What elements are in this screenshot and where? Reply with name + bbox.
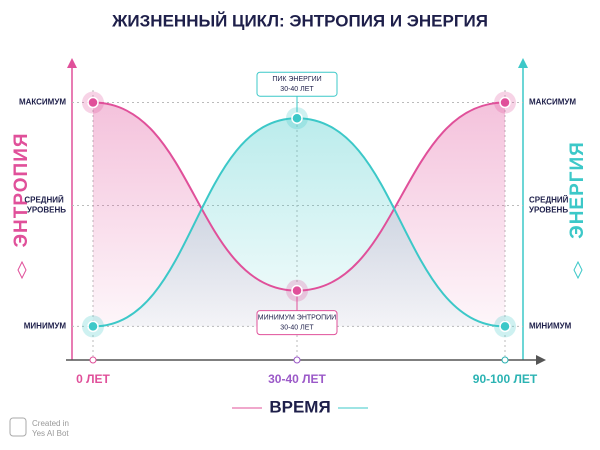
chart-title: ЖИЗНЕННЫЙ ЦИКЛ: ЭНТРОПИЯ И ЭНЕРГИЯ [111,11,488,30]
point [499,96,511,109]
annotation-box [256,71,338,97]
right-axis-arrow [518,58,528,68]
annotation-text: 30-40 ЛЕТ [280,86,314,93]
area [93,118,505,327]
y-tick-label: МАКСИМУМ [529,98,576,107]
annotation-text: МИНИМУМ ЭНТРОПИИ [258,314,336,321]
point [87,320,99,333]
y-tick-label: МИНИМУМ [529,322,572,331]
annotation-box [256,310,338,336]
x-tick [501,356,509,364]
left-axis-label-group: ЭНТРОПИЯ [11,132,32,247]
watermark-icon [9,417,27,437]
ornament [573,260,583,280]
annotation-text: ПИК ЭНЕРГИИ [272,76,321,83]
annotation-text: 30-40 ЛЕТ [280,324,314,331]
x-tick-label: 0 ЛЕТ [76,372,110,386]
point [291,112,303,124]
x-axis-label: ВРЕМЯ [269,397,330,416]
x-tick-label: 90-100 ЛЕТ [473,372,538,386]
y-tick-label: МАКСИМУМ [19,98,66,107]
x-axis-arrow [536,355,546,365]
ornament [17,260,27,280]
y-tick-label: МИНИМУМ [24,322,67,331]
y-tick-label: СРЕДНИЙ УРОВЕНЬ [529,196,571,215]
left-axis-label: ЭНТРОПИЯ [11,132,32,247]
left-axis-arrow [67,58,77,68]
x-tick [293,356,301,364]
right-axis-label: ЭНЕРГИЯ [567,141,588,239]
x-tick-label: 30-40 ЛЕТ [268,372,326,386]
point [291,284,303,297]
watermark: Created in [32,419,69,428]
y-tick-label: СРЕДНИЙ УРОВЕНЬ [24,196,66,215]
watermark: Yes AI Bot [32,429,69,438]
right-axis-label-group: ЭНЕРГИЯ [567,141,588,239]
point [499,320,511,333]
x-tick [89,356,97,364]
point [87,96,99,109]
